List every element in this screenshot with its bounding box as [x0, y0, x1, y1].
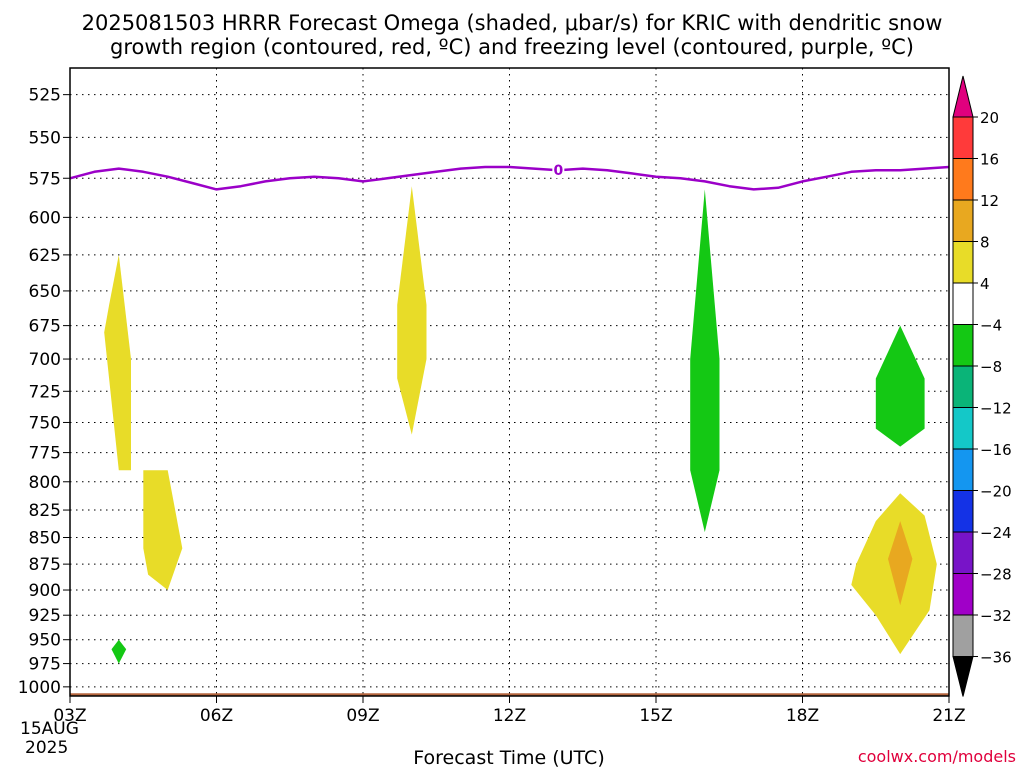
- colorbar-box: [952, 116, 974, 159]
- chart-title-line-1: 2025081503 HRRR Forecast Omega (shaded, …: [82, 11, 943, 35]
- terrain-band: [70, 693, 949, 696]
- y-tick-label: 825: [29, 501, 61, 521]
- colorbar-label: 4: [980, 275, 990, 293]
- colorbar-box: [952, 490, 974, 533]
- y-tick-label: 575: [29, 169, 61, 189]
- colorbar-label: −4: [980, 317, 1002, 335]
- colorbar-box: [952, 365, 974, 408]
- colorbar-label: 16: [980, 151, 999, 169]
- chart-title-line-2: growth region (contoured, red, ºC) and f…: [110, 35, 914, 59]
- credit-link[interactable]: coolwx.com/models: [858, 747, 1016, 766]
- y-tick-label: 875: [29, 555, 61, 575]
- y-tick-label: 600: [29, 208, 61, 228]
- y-tick-label: 700: [29, 350, 61, 370]
- colorbar-box: [952, 241, 974, 284]
- colorbar-label: −24: [980, 524, 1012, 542]
- grid-lines: [70, 68, 949, 696]
- colorbar-label: −12: [980, 400, 1012, 418]
- colorbar-box: [952, 199, 974, 242]
- colorbar-label: −32: [980, 607, 1012, 625]
- x-tick-label: 12Z: [493, 706, 526, 726]
- y-tick-label: 850: [29, 528, 61, 548]
- omega-region-ascent-a: [104, 254, 131, 471]
- y-tick-label: 725: [29, 382, 61, 402]
- y-tick-label: 750: [29, 413, 61, 433]
- x-tick-label: 06Z: [200, 706, 233, 726]
- colorbar-box: [952, 573, 974, 616]
- omega-region-descent-b: [690, 189, 720, 533]
- x-tick-label: 15Z: [639, 706, 672, 726]
- colorbar-label: −20: [980, 483, 1012, 501]
- x-date-label-year: 2025: [25, 738, 68, 758]
- y-tick-label: 925: [29, 606, 61, 626]
- omega-region-ascent-c: [397, 186, 427, 435]
- freezing-level-layer: 0: [69, 162, 950, 191]
- colorbar-box: [952, 531, 974, 574]
- omega-regions: [104, 186, 937, 664]
- y-tick-label: 775: [29, 444, 61, 464]
- x-tick-label: 09Z: [346, 706, 379, 726]
- y-tick-label: 800: [29, 473, 61, 493]
- colorbar-label: −16: [980, 441, 1012, 459]
- x-tick-label: 18Z: [786, 706, 819, 726]
- colorbar-box: [952, 158, 974, 201]
- colorbar: 20 16 12 8 4 −4 −8 −12 −16 −20 −24 −28 −32 −36: [952, 75, 1012, 697]
- y-tick-label: 975: [29, 655, 61, 675]
- colorbar-box: [952, 407, 974, 450]
- y-tick-label: 550: [29, 128, 61, 148]
- colorbar-top-arrow: [952, 75, 974, 118]
- y-tick-label: 650: [29, 282, 61, 302]
- colorbar-bottom-arrow: [952, 656, 974, 697]
- colorbar-box: [952, 614, 974, 657]
- y-tick-label: 525: [29, 86, 61, 106]
- omega-region-descent-a: [111, 639, 127, 664]
- colorbar-label: −8: [980, 358, 1002, 376]
- x-date-label-day: 15AUG: [20, 719, 79, 739]
- omega-region-ascent-b: [143, 470, 183, 590]
- y-tick-label: 950: [29, 631, 61, 651]
- colorbar-box: [952, 282, 974, 325]
- colorbar-box: [952, 448, 974, 491]
- y-tick-label: 625: [29, 246, 61, 266]
- y-axis: 525 550 575 600 625 650 675 700 725 750 775 800 825 8…: [18, 86, 70, 698]
- omega-region-descent-c: [875, 325, 925, 447]
- x-axis: 03Z 06Z 09Z 12Z 15Z 18Z 21Z: [53, 696, 966, 726]
- plot-area: [70, 68, 949, 696]
- y-tick-label: 675: [29, 317, 61, 337]
- freezing-level-line: [69, 165, 950, 191]
- y-tick-label: 900: [29, 581, 61, 601]
- colorbar-label: 20: [980, 109, 999, 127]
- freezing-level-label-bg: [552, 162, 565, 179]
- x-axis-label: Forecast Time (UTC): [413, 747, 604, 768]
- colorbar-label: −28: [980, 566, 1012, 584]
- freezing-level-label: 0: [553, 163, 563, 179]
- omega-region-ascent-d-core: [888, 521, 913, 606]
- colorbar-label: −36: [980, 649, 1012, 667]
- y-tick-label: 1000: [18, 678, 61, 698]
- colorbar-label: 8: [980, 234, 990, 252]
- x-tick-label: 03Z: [53, 706, 86, 726]
- colorbar-box: [952, 324, 974, 367]
- terrain-layer: [70, 693, 949, 696]
- colorbar-label: 12: [980, 192, 999, 210]
- x-tick-label: 21Z: [932, 706, 965, 726]
